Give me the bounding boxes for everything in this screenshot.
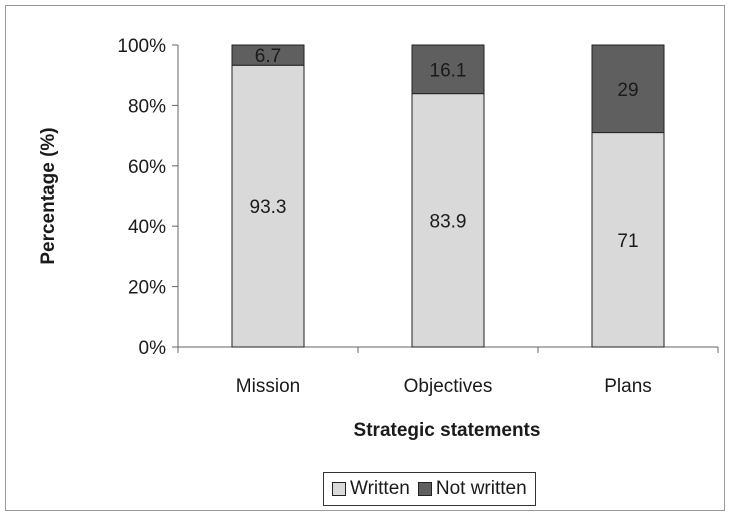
y-tick-label: 0% xyxy=(139,338,167,359)
y-axis: 0% 20% 40% 60% 80% 100% xyxy=(117,36,179,359)
y-tick-label: 100% xyxy=(117,36,166,57)
bar-written-mission xyxy=(231,64,305,348)
x-tick-label: Objectives xyxy=(404,376,493,397)
legend-item-not-written: Not written xyxy=(417,478,527,500)
data-label: 16.1 xyxy=(430,60,467,81)
legend: Written Not written xyxy=(323,472,536,506)
data-label: 29 xyxy=(617,80,638,101)
x-axis-title: Strategic statements xyxy=(354,420,541,441)
x-tick-label: Mission xyxy=(236,376,300,397)
legend-label-not-written: Not written xyxy=(435,478,527,499)
y-tick-label: 60% xyxy=(128,157,166,178)
data-label: 71 xyxy=(617,231,638,252)
y-tick-label: 80% xyxy=(128,96,166,117)
y-tick-label: 40% xyxy=(128,217,166,238)
bar-not-written-objectives xyxy=(411,44,485,95)
bar-not-written-mission xyxy=(231,44,305,66)
legend-item-written: Written xyxy=(332,478,410,500)
x-axis: Mission Objectives Plans xyxy=(177,346,719,397)
data-label: 93.3 xyxy=(250,197,287,218)
legend-swatch-written xyxy=(332,482,346,496)
bar-written-objectives xyxy=(411,93,485,348)
legend-swatch-not-written xyxy=(417,482,432,496)
y-axis-title: Percentage (%) xyxy=(38,127,59,264)
bar-written-plans xyxy=(591,132,665,348)
x-tick-label: Plans xyxy=(604,376,652,397)
bars: 93.3 6.7 83.9 16.1 71 29 xyxy=(231,44,665,348)
y-tick-label: 20% xyxy=(128,278,166,299)
legend-label-written: Written xyxy=(350,478,410,499)
bar-not-written-plans xyxy=(591,44,665,134)
data-label: 6.7 xyxy=(255,46,281,67)
data-label: 83.9 xyxy=(430,211,467,232)
